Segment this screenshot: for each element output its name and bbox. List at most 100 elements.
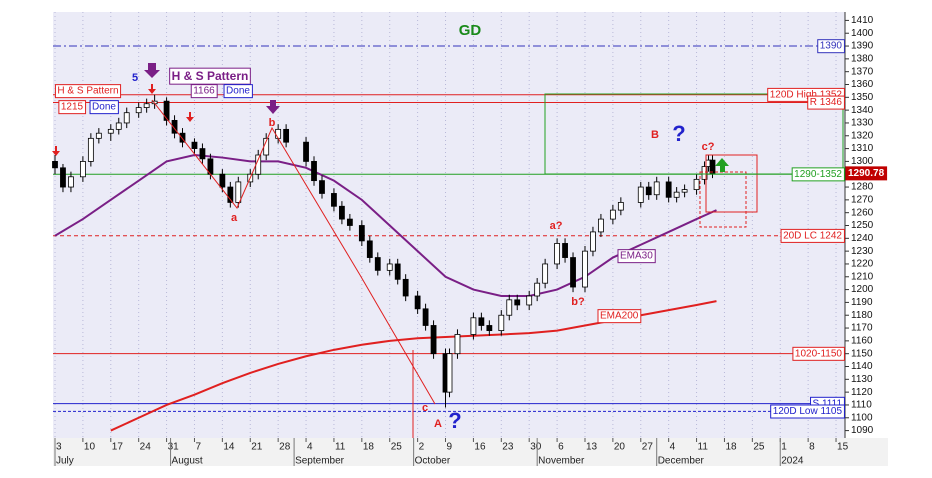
- candle-body: [478, 317, 485, 326]
- x-tick-label: 17: [112, 442, 124, 453]
- candle-body: [402, 278, 409, 297]
- candle-body: [422, 308, 429, 326]
- candle-body: [637, 186, 644, 203]
- candle-body: [319, 180, 325, 194]
- x-tick-label: 10: [84, 442, 96, 453]
- level-label: S 1111: [813, 398, 843, 409]
- annotation: a: [231, 212, 238, 224]
- y-tick-label: 1140: [851, 361, 873, 372]
- ma-line: [54, 153, 717, 297]
- label-box: [597, 309, 642, 324]
- y-tick-label: 1240: [851, 233, 874, 244]
- candle-body: [554, 243, 560, 265]
- y-tick-label: 1370: [851, 66, 874, 77]
- x-tick-label: 28: [279, 442, 291, 453]
- candle-body: [693, 178, 700, 191]
- x-tick-label: 15: [837, 442, 849, 453]
- candle-body: [446, 353, 453, 393]
- y-tick-label: 1410: [851, 15, 874, 26]
- y-tick-label: 1120: [851, 387, 873, 398]
- level-label: 1020-1150: [795, 348, 843, 359]
- y-tick-label: 1310: [851, 143, 874, 154]
- label-box: [190, 84, 218, 99]
- annotation: H & S Pattern: [172, 69, 249, 83]
- x-tick-label: 4: [670, 442, 676, 453]
- y-tick-label: 1090: [851, 425, 874, 436]
- candle-body: [486, 325, 493, 332]
- month-label: July: [56, 456, 74, 467]
- label-box: [770, 404, 845, 419]
- candle-body: [526, 295, 533, 306]
- x-tick-label: 18: [725, 442, 737, 453]
- y-tick-label: 1110: [851, 400, 872, 411]
- candle-body: [534, 282, 541, 297]
- candle-body: [514, 299, 521, 306]
- annotation: b?: [571, 296, 585, 308]
- candle-body: [570, 257, 576, 288]
- annotation: b: [269, 117, 276, 129]
- candle-body: [358, 225, 365, 242]
- x-tick-label: 11: [335, 442, 346, 453]
- candle-body: [123, 112, 130, 124]
- candle-body: [645, 186, 652, 196]
- level-label: 1290-1352: [794, 169, 842, 180]
- candle-body: [163, 100, 170, 121]
- level-label: 1390: [820, 41, 843, 52]
- candle-body: [95, 132, 102, 139]
- month-label: September: [295, 456, 345, 467]
- candle-body: [709, 159, 716, 174]
- annotation: B: [651, 129, 659, 141]
- annotation: ?: [672, 121, 685, 146]
- x-tick-label: 23: [502, 442, 514, 453]
- arrow: [266, 100, 280, 114]
- x-tick-label: 18: [363, 442, 375, 453]
- candle-body: [235, 181, 242, 203]
- candle-body: [374, 257, 381, 271]
- x-tick-label: 21: [251, 442, 263, 453]
- candle-body: [414, 295, 421, 310]
- x-tick-label: 9: [447, 442, 453, 453]
- month-label: August: [172, 456, 203, 467]
- candle-body: [199, 148, 206, 160]
- candle-body: [394, 263, 401, 280]
- x-tick-label: 13: [586, 442, 598, 453]
- x-tick-label: 1: [781, 442, 787, 453]
- label-box: [617, 249, 656, 264]
- x-tick-label: 14: [223, 442, 235, 453]
- label-box: [223, 84, 253, 99]
- zone-box: [544, 93, 844, 175]
- arrow: [52, 146, 60, 156]
- y-tick-label: 1160: [851, 336, 873, 347]
- annotation: c?: [702, 141, 715, 153]
- y-tick-label: 1350: [851, 92, 874, 103]
- candle-body: [430, 325, 437, 355]
- candle-body: [311, 161, 317, 182]
- annotation: c: [422, 402, 428, 414]
- y-tick-label: 1170: [851, 323, 873, 334]
- candle-body: [143, 103, 150, 108]
- label-box: [792, 346, 845, 361]
- month-label: December: [658, 456, 705, 467]
- x-tick-label: 4: [307, 442, 313, 453]
- candle-body: [701, 166, 708, 180]
- arrow: [715, 158, 729, 172]
- annotation: ?: [448, 408, 461, 433]
- x-tick-label: 8: [809, 442, 815, 453]
- y-tick-label: 1100: [851, 412, 873, 423]
- y-tick-label: 1130: [851, 374, 873, 385]
- chart-title: GD: [459, 22, 482, 39]
- arrows: [52, 63, 729, 172]
- y-tick-label: 1150: [851, 348, 873, 359]
- label-box: [791, 167, 845, 182]
- y-tick-label: 1230: [851, 246, 874, 257]
- candle-body: [339, 205, 345, 220]
- candle-body: [87, 137, 94, 162]
- level-label: 120D Low 1105: [773, 406, 843, 417]
- annotation: 1215: [61, 102, 84, 113]
- ma-label: EMA200: [600, 311, 639, 322]
- y-tick-label: 1320: [851, 130, 874, 141]
- candle-body: [653, 181, 660, 196]
- candle-body: [598, 218, 604, 233]
- y-tick-label: 1190: [851, 297, 873, 308]
